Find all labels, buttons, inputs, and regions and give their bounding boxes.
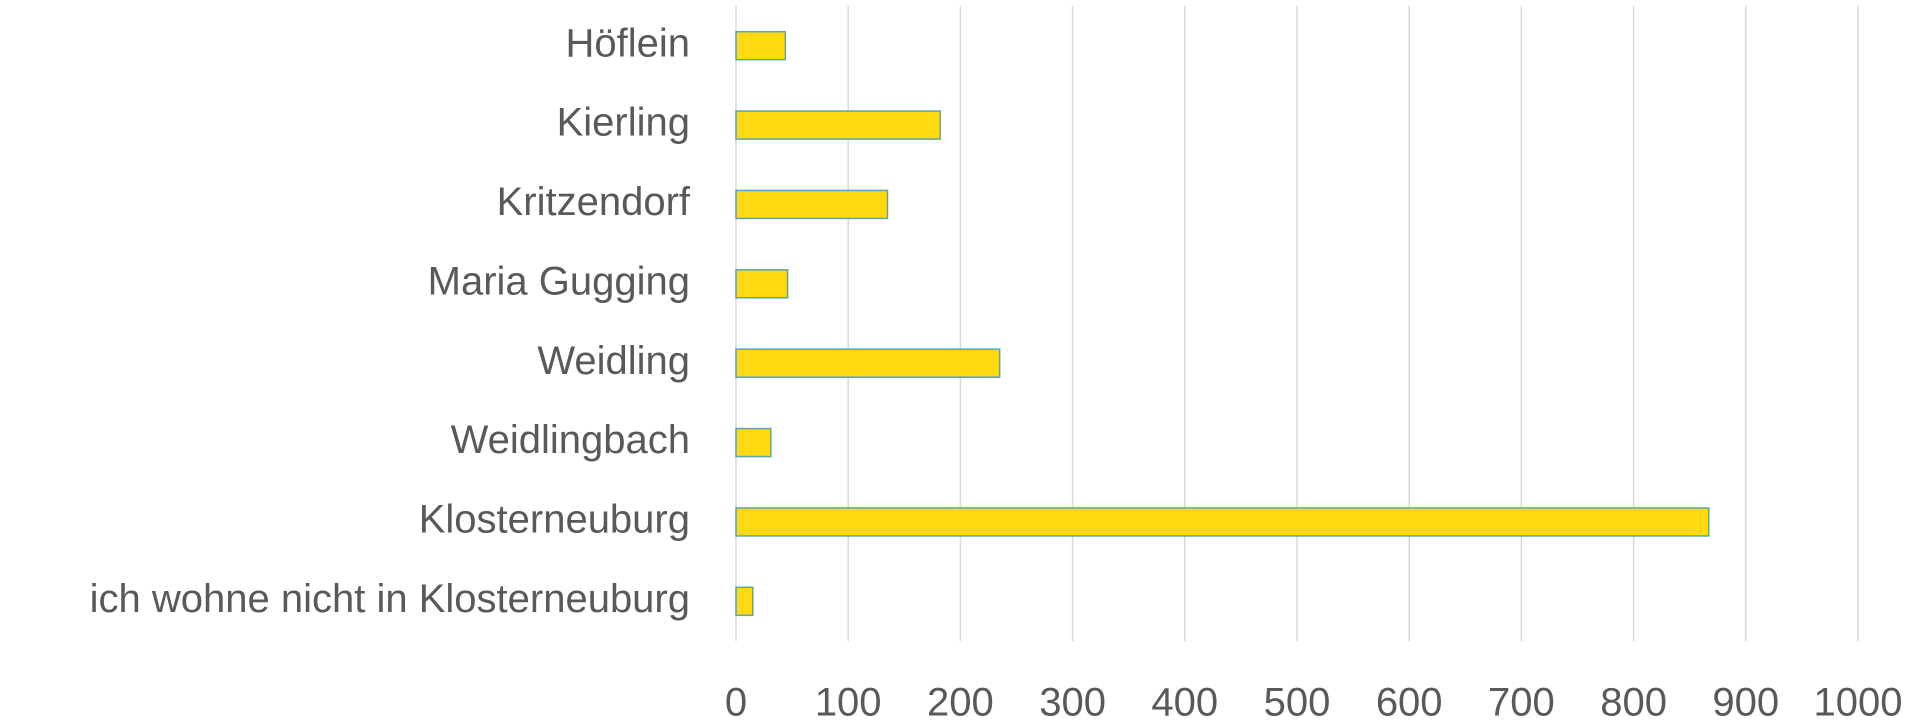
y-tick-label: Höflein xyxy=(565,21,690,65)
y-tick-label: ich wohne nicht in Klosterneuburg xyxy=(90,577,690,621)
y-tick-label: Kierling xyxy=(557,101,690,145)
x-tick-label: 600 xyxy=(1376,681,1443,721)
x-tick-label: 700 xyxy=(1488,681,1555,721)
y-tick-label: Kritzendorf xyxy=(497,180,691,224)
y-tick-label: Weidling xyxy=(537,339,690,383)
bar xyxy=(735,586,754,617)
x-tick-label: 900 xyxy=(1712,681,1779,721)
y-tick-label: Weidlingbach xyxy=(451,418,690,462)
x-tick-label: 0 xyxy=(725,681,747,721)
x-tick-label: 1000 xyxy=(1814,681,1903,721)
bar xyxy=(735,110,941,140)
y-tick-label: Klosterneuburg xyxy=(419,498,690,542)
bar xyxy=(735,30,787,61)
y-tick-label: Maria Gugging xyxy=(428,259,690,303)
x-tick-label: 400 xyxy=(1151,681,1218,721)
bar xyxy=(735,189,889,220)
x-tick-label: 300 xyxy=(1039,681,1106,721)
x-tick-label: 500 xyxy=(1264,681,1331,721)
x-tick-label: 100 xyxy=(815,681,882,721)
x-tick-label: 800 xyxy=(1600,681,1667,721)
x-tick-label: 200 xyxy=(927,681,994,721)
bar xyxy=(735,269,789,299)
bar xyxy=(735,348,1001,378)
bar xyxy=(735,507,1710,537)
bar xyxy=(735,427,772,458)
